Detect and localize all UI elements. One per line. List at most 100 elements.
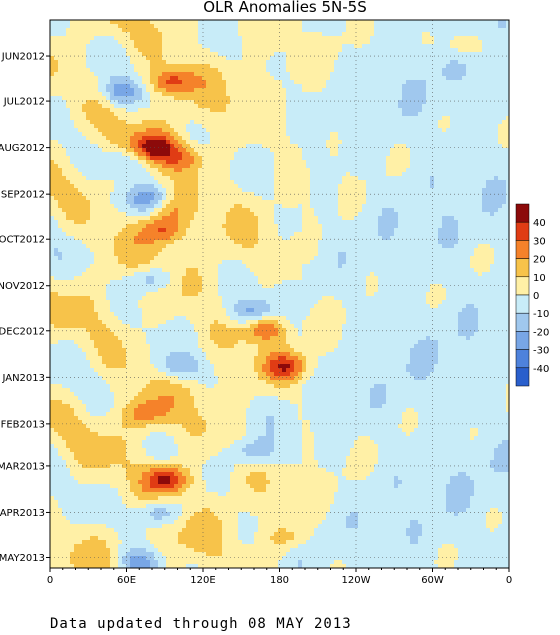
heatmap-cell (422, 76, 427, 81)
heatmap-cell (282, 84, 287, 89)
heatmap-cell (374, 144, 379, 149)
heatmap-cell (118, 148, 123, 153)
heatmap-cell (306, 124, 311, 129)
heatmap-cell (454, 120, 459, 125)
heatmap-cell (398, 164, 403, 169)
heatmap-cell (106, 40, 111, 45)
heatmap-cell (106, 52, 111, 57)
heatmap-cell (58, 88, 63, 93)
heatmap-cell (226, 32, 231, 37)
heatmap-cell (366, 156, 371, 161)
heatmap-cell (102, 96, 107, 101)
heatmap-cell (106, 88, 111, 93)
heatmap-cell (370, 80, 375, 85)
heatmap-cell (342, 48, 347, 53)
heatmap-cell (290, 112, 295, 117)
heatmap-cell (442, 40, 447, 45)
heatmap-cell (258, 148, 263, 153)
heatmap-cell (278, 40, 283, 45)
heatmap-cell (266, 128, 271, 133)
heatmap-cell (90, 108, 95, 113)
heatmap-cell (378, 76, 383, 81)
heatmap-cell (50, 136, 55, 141)
heatmap-cell (454, 56, 459, 61)
heatmap-cell (166, 100, 171, 105)
heatmap-cell (154, 104, 159, 109)
heatmap-cell (342, 84, 347, 89)
heatmap-cell (250, 88, 255, 93)
heatmap-cell (114, 160, 119, 165)
heatmap-cell (314, 96, 319, 101)
heatmap-cell (154, 68, 159, 73)
heatmap-cell (438, 100, 443, 105)
heatmap-cell (54, 76, 59, 81)
heatmap-cell (470, 148, 475, 153)
heatmap-cell (326, 188, 331, 193)
heatmap-cell (214, 24, 219, 29)
heatmap-cell (318, 92, 323, 97)
heatmap-cell (146, 152, 151, 157)
heatmap-cell (170, 188, 175, 193)
heatmap-cell (302, 52, 307, 57)
heatmap-cell (326, 144, 331, 149)
heatmap-cell (74, 84, 79, 89)
heatmap-cell (118, 24, 123, 29)
heatmap-cell (490, 76, 495, 81)
heatmap-cell (270, 96, 275, 101)
heatmap-cell (246, 112, 251, 117)
heatmap-cell (118, 40, 123, 45)
heatmap-cell (94, 144, 99, 149)
heatmap-cell (74, 80, 79, 85)
heatmap-cell (206, 52, 211, 57)
heatmap-cell (122, 108, 127, 113)
heatmap-cell (186, 112, 191, 117)
heatmap-cell (222, 124, 227, 129)
heatmap-cell (486, 96, 491, 101)
heatmap-cell (434, 28, 439, 33)
heatmap-cell (462, 48, 467, 53)
heatmap-cell (410, 92, 415, 97)
heatmap-cell (82, 20, 87, 25)
heatmap-cell (418, 20, 423, 25)
heatmap-cell (154, 60, 159, 65)
heatmap-cell (54, 20, 59, 25)
heatmap-cell (174, 108, 179, 113)
heatmap-cell (286, 44, 291, 49)
heatmap-cell (146, 96, 151, 101)
heatmap-cell (462, 168, 467, 173)
heatmap-cell (82, 100, 87, 105)
heatmap-cell (190, 172, 195, 177)
heatmap-cell (202, 88, 207, 93)
heatmap-cell (182, 36, 187, 41)
heatmap-cell (186, 80, 191, 85)
heatmap-cell (374, 24, 379, 29)
heatmap-cell (406, 44, 411, 49)
heatmap-cell (222, 184, 227, 189)
heatmap-cell (162, 28, 167, 33)
heatmap-cell (122, 88, 127, 93)
heatmap-cell (214, 148, 219, 153)
heatmap-cell (378, 112, 383, 117)
heatmap-cell (470, 132, 475, 137)
heatmap-cell (130, 68, 135, 73)
heatmap-cell (230, 176, 235, 181)
heatmap-cell (282, 88, 287, 93)
heatmap-cell (270, 132, 275, 137)
heatmap-cell (262, 36, 267, 41)
heatmap-cell (106, 68, 111, 73)
heatmap-cell (114, 124, 119, 129)
heatmap-cell (190, 44, 195, 49)
heatmap-cell (170, 136, 175, 141)
chart-title: OLR Anomalies 5N-5S (203, 0, 367, 16)
heatmap-cell (66, 184, 71, 189)
heatmap-cell (398, 176, 403, 181)
heatmap-cell (394, 136, 399, 141)
heatmap-cell (462, 164, 467, 169)
heatmap-cell (110, 140, 115, 145)
heatmap-cell (478, 184, 483, 189)
heatmap-cell (430, 160, 435, 165)
heatmap-cell (278, 100, 283, 105)
heatmap-cell (278, 144, 283, 149)
heatmap-cell (290, 44, 295, 49)
heatmap-cell (202, 112, 207, 117)
